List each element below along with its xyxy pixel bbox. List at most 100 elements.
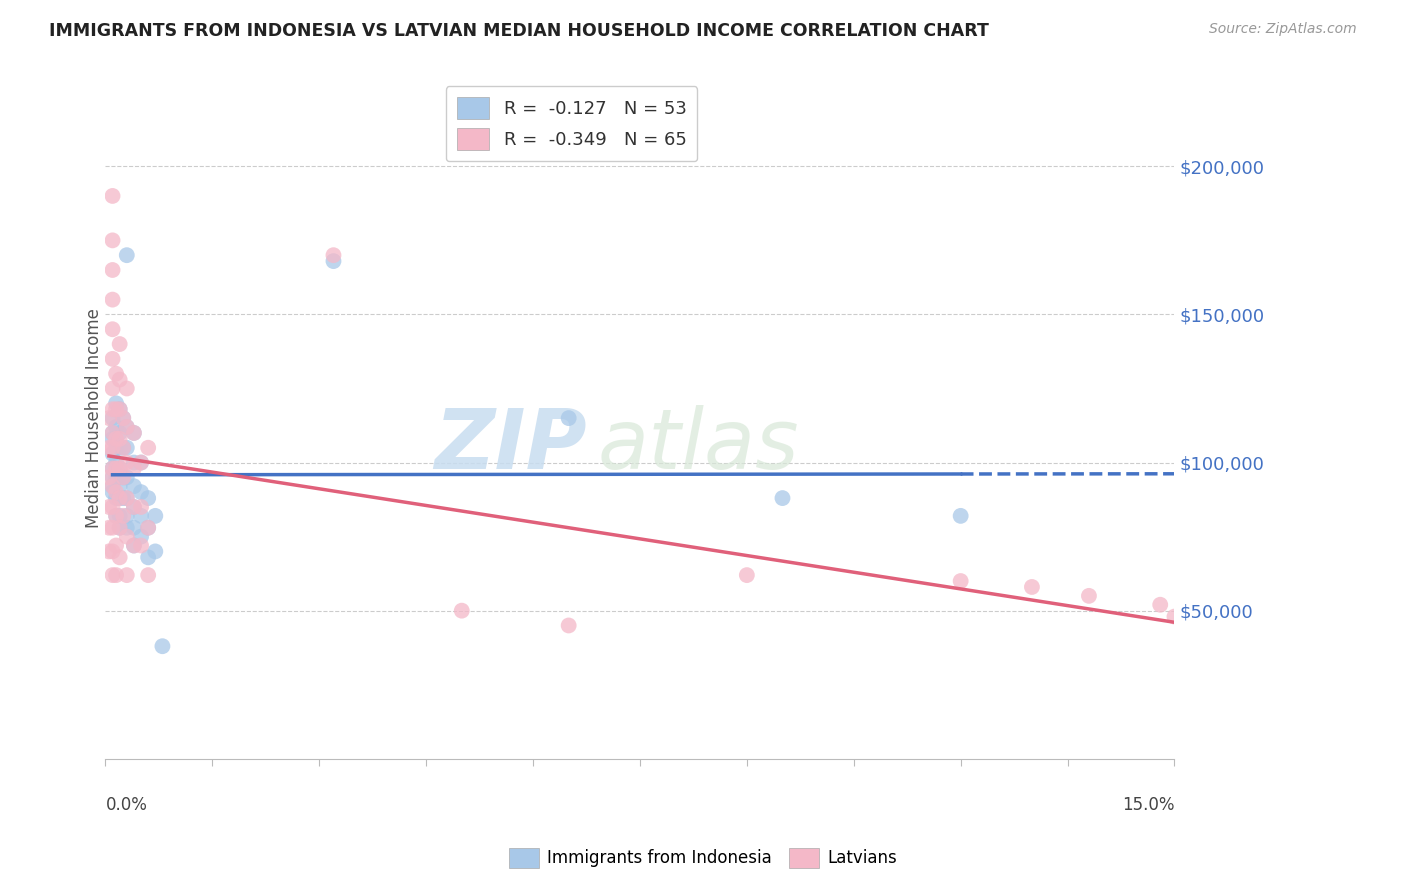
Point <box>1078 589 1101 603</box>
Point <box>557 618 579 632</box>
Point <box>108 479 131 493</box>
Text: atlas: atlas <box>598 405 799 486</box>
Point <box>108 521 131 535</box>
Point <box>115 470 138 484</box>
Point <box>105 508 128 523</box>
Point <box>108 550 131 565</box>
Point <box>136 521 159 535</box>
Point <box>108 508 131 523</box>
Point <box>115 568 138 582</box>
Point <box>108 337 131 351</box>
Point <box>101 402 124 417</box>
Point <box>101 470 124 484</box>
Point <box>101 441 124 455</box>
Point <box>122 425 145 440</box>
Point <box>101 233 124 247</box>
Point <box>105 508 128 523</box>
Point <box>450 604 472 618</box>
Point <box>105 485 128 500</box>
Point <box>136 550 159 565</box>
Point <box>949 508 972 523</box>
Point <box>108 491 131 505</box>
Point <box>115 521 138 535</box>
Point <box>105 539 128 553</box>
Point <box>105 568 128 582</box>
Point <box>105 456 128 470</box>
Point <box>108 521 131 535</box>
Text: Source: ZipAtlas.com: Source: ZipAtlas.com <box>1209 22 1357 37</box>
Point <box>108 491 131 505</box>
Point <box>101 425 124 440</box>
Text: 0.0%: 0.0% <box>105 797 148 814</box>
Point <box>101 461 124 475</box>
Point <box>98 411 121 425</box>
Point <box>98 441 121 455</box>
Point <box>322 254 344 268</box>
Point <box>105 396 128 410</box>
Legend: R =  -0.127   N = 53, R =  -0.349   N = 65: R = -0.127 N = 53, R = -0.349 N = 65 <box>446 87 697 161</box>
Point <box>105 491 128 505</box>
Point <box>115 508 138 523</box>
Point <box>108 373 131 387</box>
Point <box>322 248 344 262</box>
Point <box>101 479 124 493</box>
Text: 15.0%: 15.0% <box>1122 797 1174 814</box>
Point <box>112 411 135 425</box>
Point <box>112 411 135 425</box>
Point <box>101 544 124 558</box>
Point <box>105 420 128 434</box>
Point <box>122 539 145 553</box>
Point <box>105 461 128 475</box>
Point <box>122 500 145 514</box>
Point <box>105 432 128 446</box>
Point <box>112 470 135 484</box>
Point <box>129 456 152 470</box>
Point <box>108 402 131 417</box>
Point <box>112 491 135 505</box>
Point <box>98 521 121 535</box>
Point <box>101 425 124 440</box>
Point <box>101 432 124 446</box>
Point <box>101 461 124 475</box>
Point <box>98 500 121 514</box>
Point <box>136 568 159 582</box>
Point <box>108 461 131 475</box>
Point <box>557 411 579 425</box>
Point <box>129 456 152 470</box>
Point <box>115 491 138 505</box>
Point <box>98 470 121 484</box>
Point <box>101 568 124 582</box>
Point <box>122 539 145 553</box>
Point <box>101 447 124 461</box>
Point <box>112 508 135 523</box>
Point <box>129 539 152 553</box>
Legend: Immigrants from Indonesia, Latvians: Immigrants from Indonesia, Latvians <box>502 841 904 875</box>
Text: IMMIGRANTS FROM INDONESIA VS LATVIAN MEDIAN HOUSEHOLD INCOME CORRELATION CHART: IMMIGRANTS FROM INDONESIA VS LATVIAN MED… <box>49 22 988 40</box>
Y-axis label: Median Household Income: Median Household Income <box>86 308 103 528</box>
Point <box>115 491 138 505</box>
Point <box>108 432 131 446</box>
Point <box>1149 598 1171 612</box>
Point <box>129 530 152 544</box>
Point <box>105 367 128 381</box>
Point <box>112 441 135 455</box>
Point <box>122 456 145 470</box>
Text: ZIP: ZIP <box>434 405 586 486</box>
Point <box>101 293 124 307</box>
Point <box>115 382 138 396</box>
Point <box>122 479 145 493</box>
Point <box>143 508 166 523</box>
Point <box>1021 580 1043 594</box>
Point <box>129 508 152 523</box>
Point <box>101 263 124 277</box>
Point <box>112 441 135 455</box>
Point <box>105 402 128 417</box>
Point <box>1163 609 1185 624</box>
Point <box>101 411 124 425</box>
Point <box>101 521 124 535</box>
Point <box>115 420 138 434</box>
Point <box>136 441 159 455</box>
Point <box>101 351 124 366</box>
Point <box>105 441 128 455</box>
Point <box>101 479 124 493</box>
